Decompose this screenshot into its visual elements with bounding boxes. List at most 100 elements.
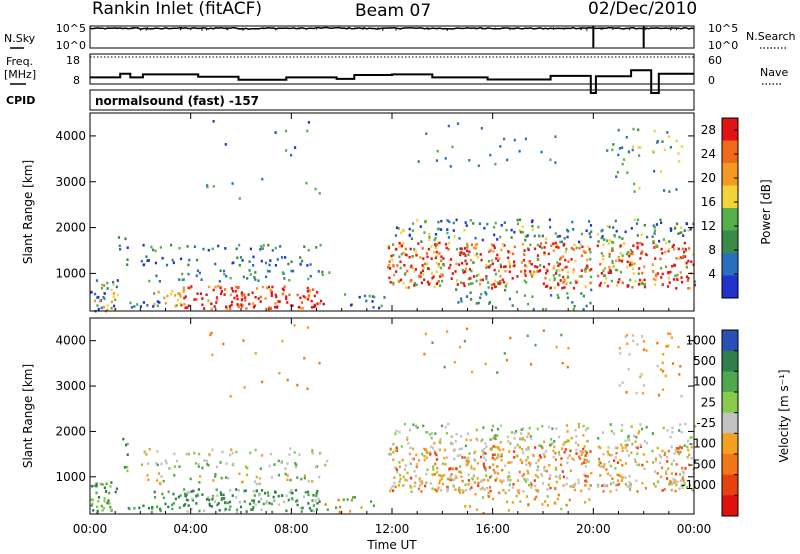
data-cell [410, 490, 413, 493]
freq-tick-high: 18 [66, 54, 80, 67]
data-cell [171, 507, 174, 511]
data-cell [566, 439, 569, 442]
data-cell [140, 259, 143, 263]
data-cell [500, 424, 503, 428]
data-cell [689, 286, 692, 290]
data-cell [420, 281, 423, 285]
data-cell [100, 287, 104, 290]
data-cell [639, 241, 642, 245]
data-cell [583, 461, 586, 464]
data-cell [253, 480, 257, 483]
data-cell [669, 479, 672, 483]
data-cell [547, 425, 551, 429]
data-cell [483, 488, 486, 491]
data-cell [224, 288, 227, 291]
data-cell [553, 440, 556, 443]
data-cell [285, 494, 288, 498]
data-cell [656, 245, 659, 249]
data-cell [541, 446, 544, 450]
data-cell [520, 261, 523, 264]
data-cell [353, 496, 356, 499]
data-cell [390, 254, 393, 258]
data-cell [478, 222, 481, 225]
data-cell [427, 267, 430, 270]
data-cell [529, 462, 532, 466]
data-cell [508, 270, 511, 273]
data-cell [316, 502, 319, 505]
data-cell [307, 326, 310, 329]
data-cell [645, 441, 648, 445]
data-cell [241, 480, 244, 484]
data-cell [452, 449, 455, 452]
data-cell [392, 281, 395, 285]
data-cell [509, 442, 512, 445]
data-cell [283, 285, 286, 288]
data-cell [142, 263, 145, 267]
data-cell [446, 456, 449, 459]
data-cell [501, 242, 504, 246]
data-cell [548, 218, 551, 222]
data-cell [153, 490, 156, 494]
data-cell [108, 502, 111, 505]
data-cell [580, 254, 584, 258]
data-cell [566, 296, 569, 300]
data-cell [115, 285, 118, 289]
data-cell [215, 465, 219, 469]
data-cell [571, 484, 574, 488]
data-cell [673, 247, 676, 251]
data-cell [217, 285, 220, 288]
data-cell [645, 349, 648, 352]
data-cell [192, 489, 195, 493]
data-cell [373, 295, 376, 299]
data-cell [549, 286, 552, 290]
data-cell [533, 497, 536, 501]
data-cell [301, 307, 304, 310]
data-cell [611, 261, 614, 265]
data-cell [318, 500, 321, 503]
data-cell [477, 301, 480, 305]
data-cell [146, 474, 149, 477]
colorbar-swatch [722, 474, 738, 496]
data-cell [444, 157, 447, 160]
data-cell [529, 243, 532, 247]
data-cell [423, 231, 426, 234]
data-cell [441, 462, 445, 465]
data-cell [294, 489, 298, 492]
data-cell [653, 226, 656, 229]
data-cell [492, 445, 495, 448]
data-cell [270, 290, 273, 294]
data-cell [554, 451, 557, 455]
data-cell [675, 287, 678, 290]
data-cell [625, 391, 628, 394]
data-cell [590, 268, 593, 271]
data-cell [590, 230, 593, 233]
data-cell [673, 452, 676, 455]
data-cell [190, 285, 193, 288]
data-cell [390, 487, 393, 490]
data-cell [245, 510, 248, 513]
data-cell [687, 229, 690, 232]
data-cell [431, 473, 434, 476]
data-cell [154, 249, 157, 253]
data-cell [529, 482, 533, 485]
data-cell [653, 246, 656, 249]
data-cell [104, 490, 108, 493]
data-cell [394, 432, 397, 435]
data-cell [252, 489, 255, 493]
data-cell [531, 275, 534, 278]
data-cell [274, 131, 277, 134]
data-cell [184, 503, 187, 506]
data-cell [270, 476, 274, 479]
data-cell [544, 241, 548, 245]
data-cell [312, 288, 315, 291]
data-cell [311, 499, 314, 502]
data-cell [640, 252, 643, 255]
data-cell [119, 248, 122, 251]
data-cell [515, 430, 518, 433]
data-cell [262, 244, 265, 247]
data-cell [403, 264, 406, 267]
data-cell [521, 448, 524, 451]
data-cell [95, 279, 99, 282]
data-cell [599, 473, 602, 477]
data-cell [500, 224, 503, 227]
